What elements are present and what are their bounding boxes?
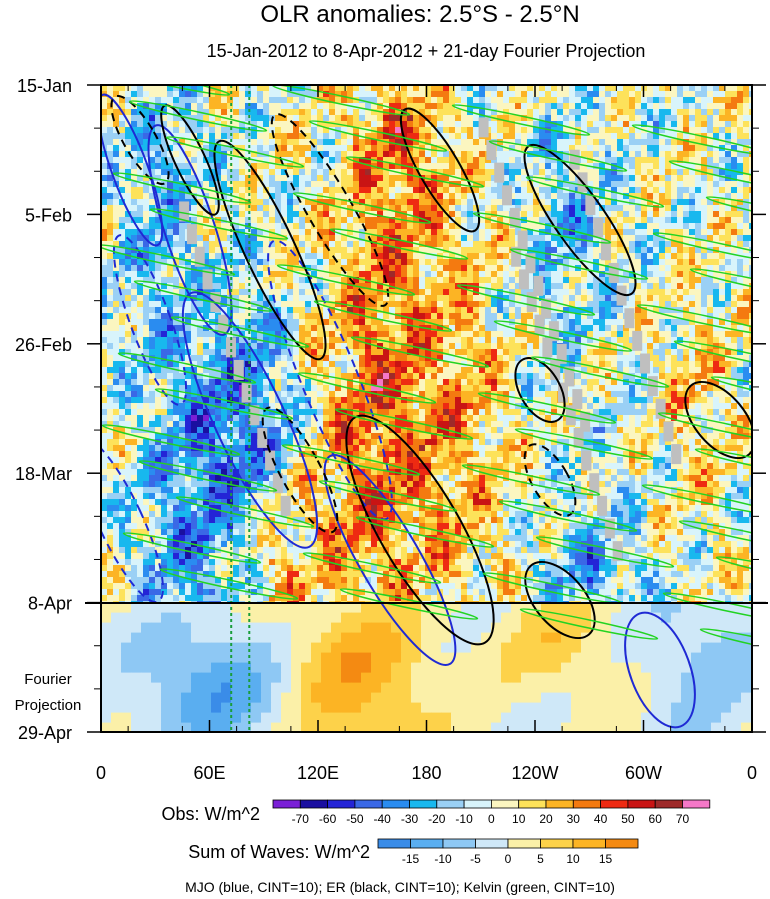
olr-heatmap	[101, 85, 752, 732]
colorbar-swatch	[507, 838, 541, 849]
colorbar-swatch	[377, 838, 411, 849]
colorbar-tick-label: -10	[455, 812, 473, 826]
colorbar-tick-label: -15	[402, 852, 420, 866]
colorbar-tick-label: -60	[319, 812, 337, 826]
colorbar-tick-label: -10	[434, 852, 452, 866]
colorbar-swatch	[490, 799, 520, 809]
plot-area	[101, 85, 752, 732]
colorbar-swatch	[272, 799, 301, 809]
obs-colorbar: -70 -60 -50 -40 -30 -20 -10 0 10 20 30 40 50 60 70	[272, 799, 711, 826]
colorbar-tick-label: 0	[488, 812, 495, 826]
colorbar-swatch	[299, 799, 328, 809]
colorbar-swatch	[410, 838, 444, 849]
colorbar-tick-label: 10	[512, 812, 526, 826]
y-tick-label: 15-Jan	[17, 76, 72, 96]
wave-contours	[101, 85, 752, 729]
colorbar-tick-label: 10	[566, 852, 580, 866]
colorbar-swatch	[572, 838, 606, 849]
colorbar-tick-label: -30	[401, 812, 419, 826]
colorbar-swatch	[327, 799, 356, 809]
contour-legend-footer: MJO (blue, CINT=10); ER (black, CINT=10)…	[185, 879, 615, 895]
colorbar-tick-label: -40	[374, 812, 392, 826]
colorbar-tick-label: 15	[599, 852, 613, 866]
y-tick-label: 5-Feb	[25, 205, 72, 225]
waves-colorbar: -15 -10 -5 0 5 10 15	[377, 838, 639, 866]
colorbar-tick-label: 5	[537, 852, 544, 866]
colorbar-tick-label: -5	[470, 852, 481, 866]
colorbar-swatch	[463, 799, 492, 809]
y-tick-label: 26-Feb	[15, 335, 72, 355]
x-tick-label: 120W	[511, 763, 558, 783]
colorbar-tick-label: 20	[539, 812, 553, 826]
colorbar-tick-label: -50	[346, 812, 364, 826]
colorbar-tick-label: 70	[676, 812, 690, 826]
waves-colorbar-label: Sum of Waves: W/m^2	[188, 842, 370, 862]
colorbar-swatch	[540, 838, 574, 849]
colorbar-tick-label: 50	[621, 812, 635, 826]
obs-colorbar-label: Obs: W/m^2	[162, 804, 260, 824]
colorbar-tick-label: 30	[567, 812, 581, 826]
x-tick-label: 0	[96, 763, 106, 783]
colorbar-swatch	[600, 799, 629, 809]
x-tick-label: 60E	[193, 763, 225, 783]
colorbar-tick-label: 0	[505, 852, 512, 866]
x-tick-label: 120E	[297, 763, 339, 783]
colorbar-swatch	[627, 799, 656, 809]
chart-title: OLR anomalies: 2.5°S - 2.5°N	[260, 1, 579, 28]
projection-label-line2: Projection	[15, 697, 82, 714]
y-tick-label: 18-Mar	[15, 464, 72, 484]
chart-subtitle: 15-Jan-2012 to 8-Apr-2012 + 21-day Fouri…	[207, 41, 646, 61]
y-tick-label: 8-Apr	[28, 594, 72, 614]
axes: 0 60E 120E 180 120W 60W 0 15-Jan 5-Feb 26-Feb 18-M…	[15, 76, 766, 783]
colorbar-swatch	[605, 838, 639, 849]
colorbar-swatch	[682, 799, 711, 809]
projection-label-line1: Fourier	[24, 671, 72, 688]
colorbar-swatch	[475, 838, 509, 849]
colorbar-tick-label: 40	[594, 812, 608, 826]
colorbar-tick-label: -20	[428, 812, 446, 826]
colorbar-swatch	[442, 838, 476, 849]
colorbar-swatch	[409, 799, 438, 809]
colorbar-swatch	[518, 799, 547, 809]
colorbar-swatch	[572, 799, 601, 809]
colorbar-swatch	[545, 799, 574, 809]
y-tick-label: 29-Apr	[18, 723, 72, 743]
colorbar-swatch	[654, 799, 683, 809]
colorbar-tick-label: 60	[649, 812, 663, 826]
colorbar-swatch	[354, 799, 383, 809]
x-tick-label: 60W	[625, 763, 662, 783]
colorbar-swatch	[381, 799, 410, 809]
colorbar-swatch	[436, 799, 465, 809]
colorbar-tick-label: -70	[292, 812, 310, 826]
x-tick-label: 0	[747, 763, 757, 783]
x-tick-label: 180	[411, 763, 441, 783]
